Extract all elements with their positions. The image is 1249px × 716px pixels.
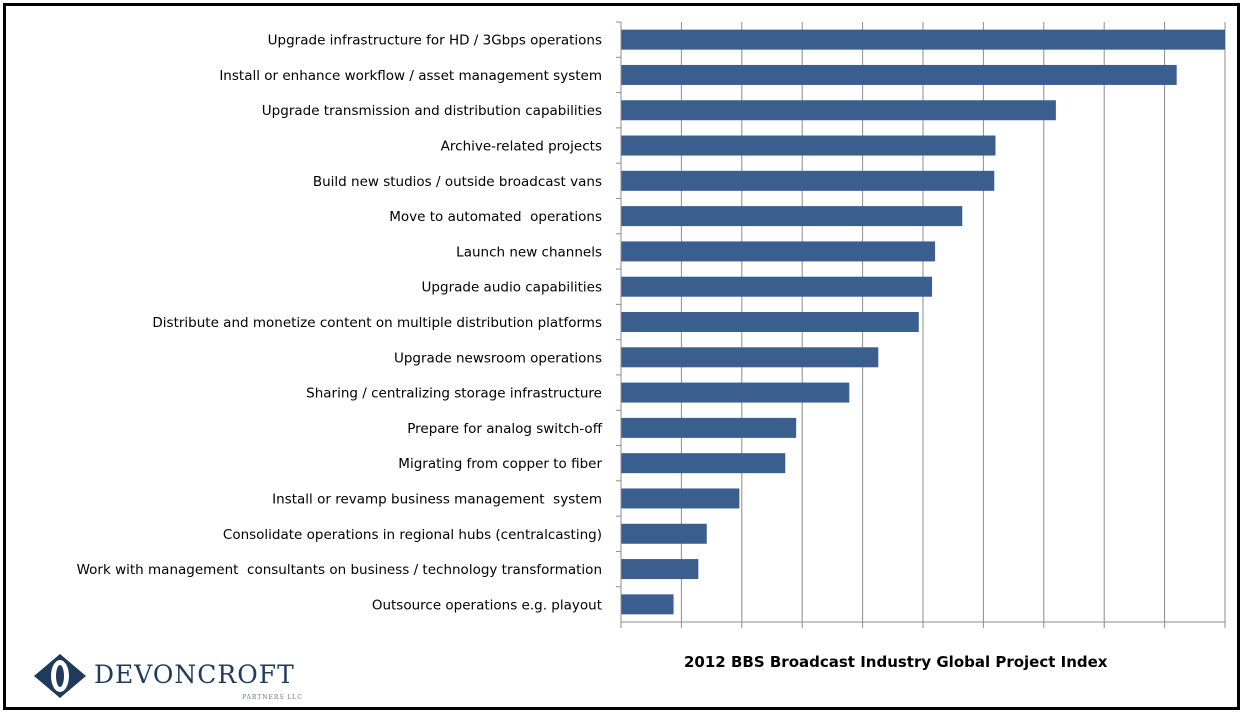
bar-6	[621, 206, 963, 227]
bar-10	[621, 347, 879, 368]
bar-2	[621, 64, 1177, 85]
logo-subtext: PARTNERS LLC	[242, 694, 303, 701]
category-label-17: Outsource operations e.g. playout	[372, 597, 602, 613]
category-label-13: Migrating from copper to fiber	[398, 456, 602, 472]
bar-13	[621, 453, 786, 474]
bar-12	[621, 417, 797, 438]
logo-diamond-icon	[34, 654, 86, 698]
category-label-4: Archive-related projects	[441, 139, 602, 155]
bar-8	[621, 276, 933, 297]
bar-15	[621, 523, 707, 544]
grid-lines	[680, 22, 1226, 622]
logo-wordmark: DEVONCROFT	[94, 660, 295, 689]
category-label-8: Upgrade audio capabilities	[422, 280, 602, 296]
category-label-10: Upgrade newsroom operations	[394, 350, 602, 366]
bar-9	[621, 312, 919, 332]
category-label-7: Launch new channels	[456, 244, 602, 260]
category-label-12: Prepare for analog switch-off	[407, 421, 602, 437]
bar-7	[621, 241, 936, 262]
chart-caption: 2012 BBS Broadcast Industry Global Proje…	[684, 653, 1108, 671]
axes	[616, 21, 1226, 628]
category-label-3: Upgrade transmission and distribution ca…	[262, 103, 602, 119]
bar-17	[621, 594, 674, 615]
bars	[621, 29, 1225, 615]
category-labels: Upgrade infrastructure for HD / 3Gbps op…	[77, 33, 603, 614]
category-label-1: Upgrade infrastructure for HD / 3Gbps op…	[268, 33, 602, 49]
category-label-14: Install or revamp business management sy…	[272, 491, 602, 507]
bar-11	[621, 382, 850, 403]
devoncroft-logo: DEVONCROFT PARTNERS LLC	[32, 652, 332, 712]
category-label-5: Build new studios / outside broadcast va…	[313, 174, 602, 190]
bar-3	[621, 100, 1056, 121]
category-label-9: Distribute and monetize content on multi…	[152, 315, 602, 331]
bar-16	[621, 559, 699, 580]
category-label-2: Install or enhance workflow / asset mana…	[219, 68, 602, 84]
bar-5	[621, 170, 995, 191]
category-label-6: Move to automated operations	[389, 209, 602, 225]
bar-14	[621, 488, 740, 509]
category-label-15: Consolidate operations in regional hubs …	[223, 527, 602, 543]
bar-1	[621, 29, 1225, 50]
category-label-11: Sharing / centralizing storage infrastru…	[306, 386, 602, 402]
bar-4	[621, 135, 996, 156]
category-label-16: Work with management consultants on busi…	[77, 562, 602, 578]
